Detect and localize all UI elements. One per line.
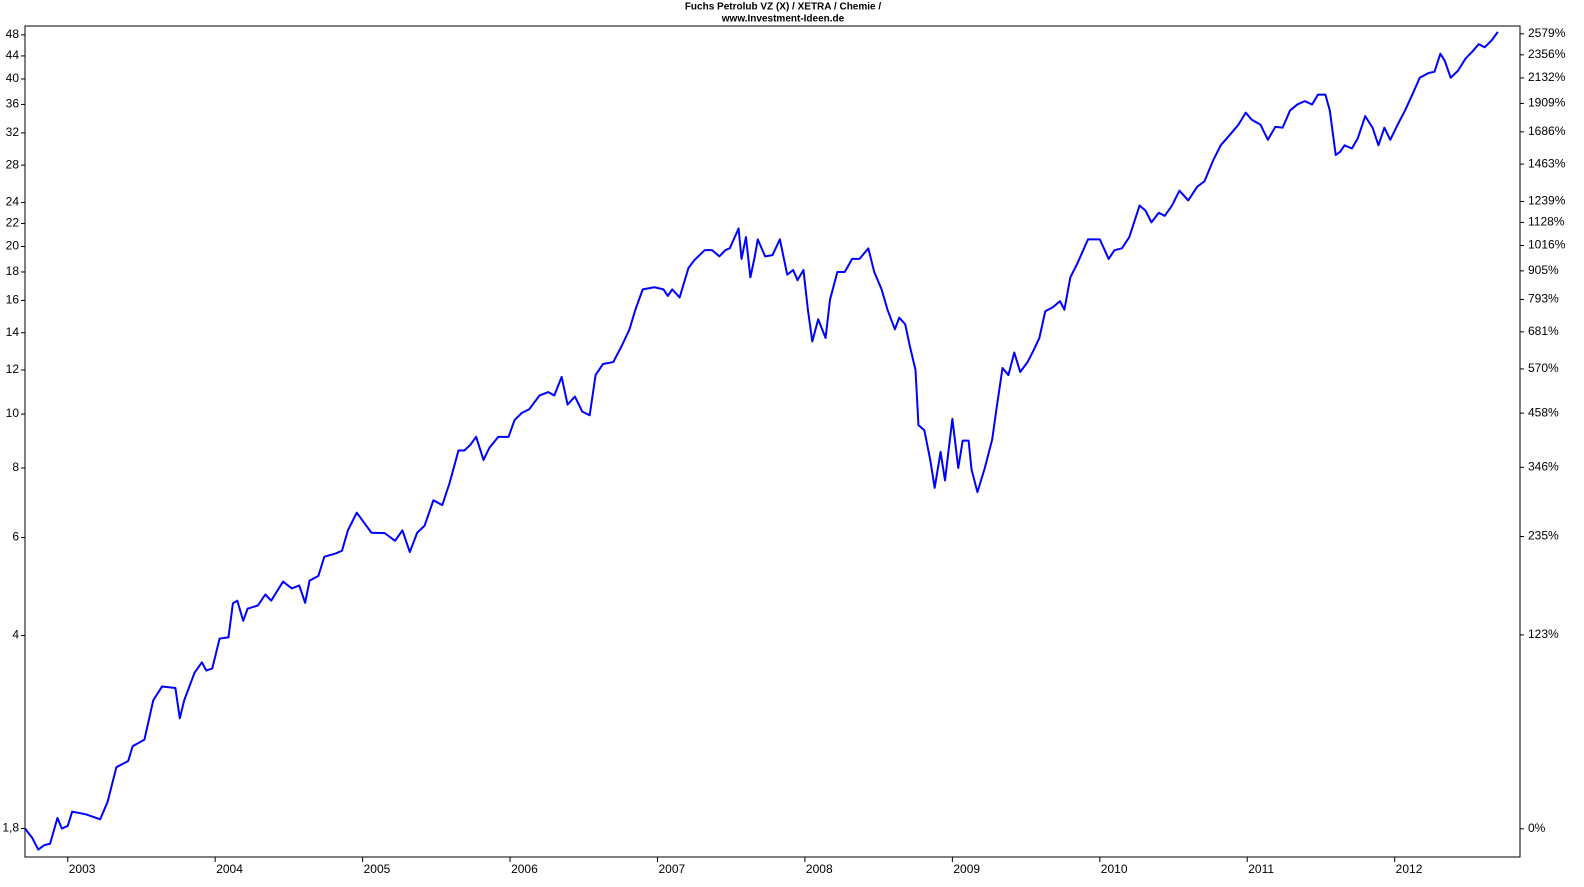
y2-tick-label: 793% (1528, 292, 1559, 306)
x-tick-label: 2005 (364, 862, 391, 876)
x-tick-label: 2003 (69, 862, 96, 876)
y-tick-label: 32 (6, 125, 20, 139)
y-tick-label: 40 (6, 71, 20, 85)
x-tick-label: 2009 (953, 862, 980, 876)
y2-tick-label: 1463% (1528, 156, 1566, 170)
y-tick-label: 36 (6, 97, 20, 111)
chart-subtitle: www.Investment-Ideen.de (721, 14, 845, 25)
y2-tick-label: 458% (1528, 405, 1559, 419)
y-tick-label: 12 (6, 362, 20, 376)
y2-tick-label: 570% (1528, 361, 1559, 375)
y-tick-label: 44 (6, 48, 20, 62)
y2-tick-label: 1016% (1528, 238, 1566, 252)
y2-tick-label: 905% (1528, 263, 1559, 277)
y-tick-label: 28 (6, 157, 20, 171)
y2-tick-label: 1239% (1528, 194, 1566, 208)
chart-title: Fuchs Petrolub VZ (X) / XETRA / Chemie / (685, 2, 882, 13)
y-tick-label: 16 (6, 293, 20, 307)
y2-tick-label: 681% (1528, 324, 1559, 338)
x-tick-label: 2012 (1396, 862, 1423, 876)
y-tick-label: 4 (12, 628, 19, 642)
y2-tick-label: 2132% (1528, 70, 1566, 84)
y2-tick-label: 235% (1528, 529, 1559, 543)
x-tick-label: 2011 (1248, 862, 1274, 876)
y-tick-label: 1,8 (2, 821, 19, 835)
x-tick-label: 2006 (511, 862, 538, 876)
y-tick-label: 22 (6, 216, 20, 230)
y-tick-label: 20 (6, 239, 20, 253)
y2-tick-label: 346% (1528, 459, 1559, 473)
y-tick-label: 14 (6, 325, 20, 339)
y2-tick-label: 1128% (1528, 215, 1565, 229)
y-tick-label: 24 (6, 195, 20, 209)
y2-tick-label: 2356% (1528, 47, 1566, 61)
y-tick-label: 8 (12, 460, 19, 474)
y2-tick-label: 123% (1528, 627, 1559, 641)
x-tick-label: 2008 (806, 862, 833, 876)
y2-tick-label: 1909% (1528, 96, 1566, 110)
y2-tick-label: 2579% (1528, 26, 1566, 40)
y2-tick-label: 1686% (1528, 124, 1566, 138)
price-line (24, 31, 1499, 851)
x-tick-label: 2004 (216, 862, 243, 876)
y-tick-label: 18 (6, 264, 20, 278)
plot-frame (24, 25, 1521, 858)
x-tick-label: 2010 (1101, 862, 1128, 876)
y2-tick-label: 0% (1528, 821, 1546, 835)
y-tick-label: 48 (6, 27, 20, 41)
y-tick-label: 6 (12, 530, 19, 544)
y-tick-label: 10 (6, 406, 20, 420)
x-tick-label: 2007 (659, 862, 686, 876)
